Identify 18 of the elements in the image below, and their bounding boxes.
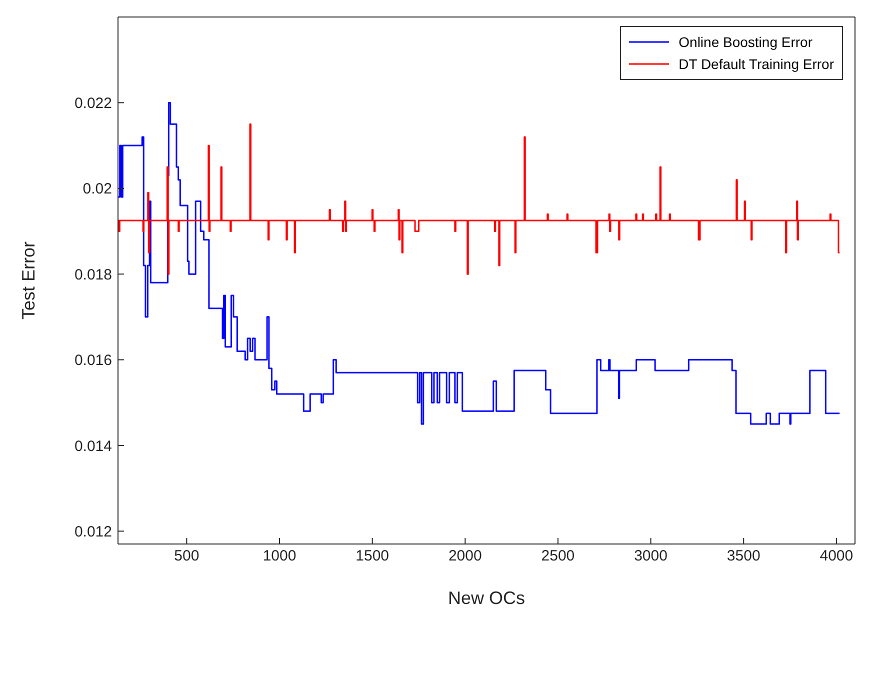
- x-tick-label: 1500: [356, 548, 390, 565]
- y-tick-label: 0.018: [74, 266, 112, 284]
- x-tick-label: 2500: [541, 548, 575, 565]
- y-tick-label: 0.012: [74, 523, 112, 540]
- x-tick-label: 1000: [262, 548, 296, 565]
- x-tick-label: 2000: [448, 548, 482, 565]
- x-axis-title: New OCs: [448, 588, 526, 608]
- y-tick-label: 0.016: [74, 352, 112, 370]
- x-tick-label: 4000: [820, 548, 854, 565]
- x-tick-label: 3000: [634, 548, 668, 565]
- y-tick-label: 0.022: [74, 95, 112, 112]
- y-tick-label: 0.014: [74, 438, 112, 455]
- y-tick-label: 0.02: [82, 180, 112, 198]
- legend-label: DT Default Training Error: [678, 56, 834, 72]
- y-axis-title: Test Error: [18, 241, 38, 320]
- legend-label: Online Boosting Error: [678, 34, 812, 50]
- x-tick-label: 500: [174, 548, 200, 565]
- x-tick-label: 3500: [726, 548, 760, 565]
